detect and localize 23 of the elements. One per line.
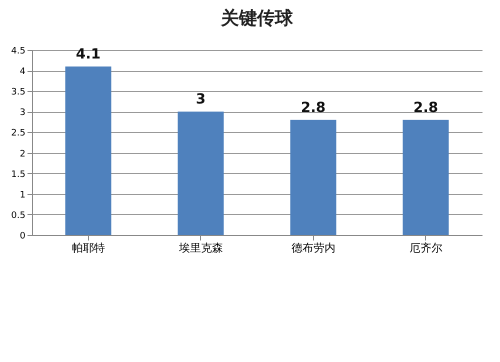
chart-title: 关键传球 (220, 8, 294, 29)
bar (65, 66, 112, 235)
x-tick-label: 德布劳内 (291, 242, 336, 254)
x-tick-label: 帕耶特 (72, 242, 105, 254)
y-tick-label: 2.5 (11, 128, 26, 139)
x-tick-label: 埃里克森 (178, 242, 223, 254)
data-label: 3 (196, 92, 206, 108)
data-label: 2.8 (300, 100, 326, 116)
data-label: 4.1 (76, 46, 101, 62)
bar (402, 120, 449, 235)
x-tick-label: 厄齐尔 (409, 242, 442, 254)
y-tick-label: 4.5 (11, 46, 26, 56)
y-tick-label: 4 (20, 67, 26, 78)
y-tick-label: 1 (20, 190, 26, 200)
y-tick-label: 3.5 (11, 88, 26, 98)
y-tick-label: 0.5 (11, 210, 26, 221)
y-tick-label: 3 (20, 108, 26, 118)
data-label: 2.8 (413, 100, 438, 116)
y-tick-label: 0 (20, 232, 26, 242)
bar (178, 112, 224, 235)
y-tick-label: 2 (20, 149, 26, 160)
bar (290, 120, 336, 235)
y-tick-label: 1.5 (11, 170, 26, 180)
